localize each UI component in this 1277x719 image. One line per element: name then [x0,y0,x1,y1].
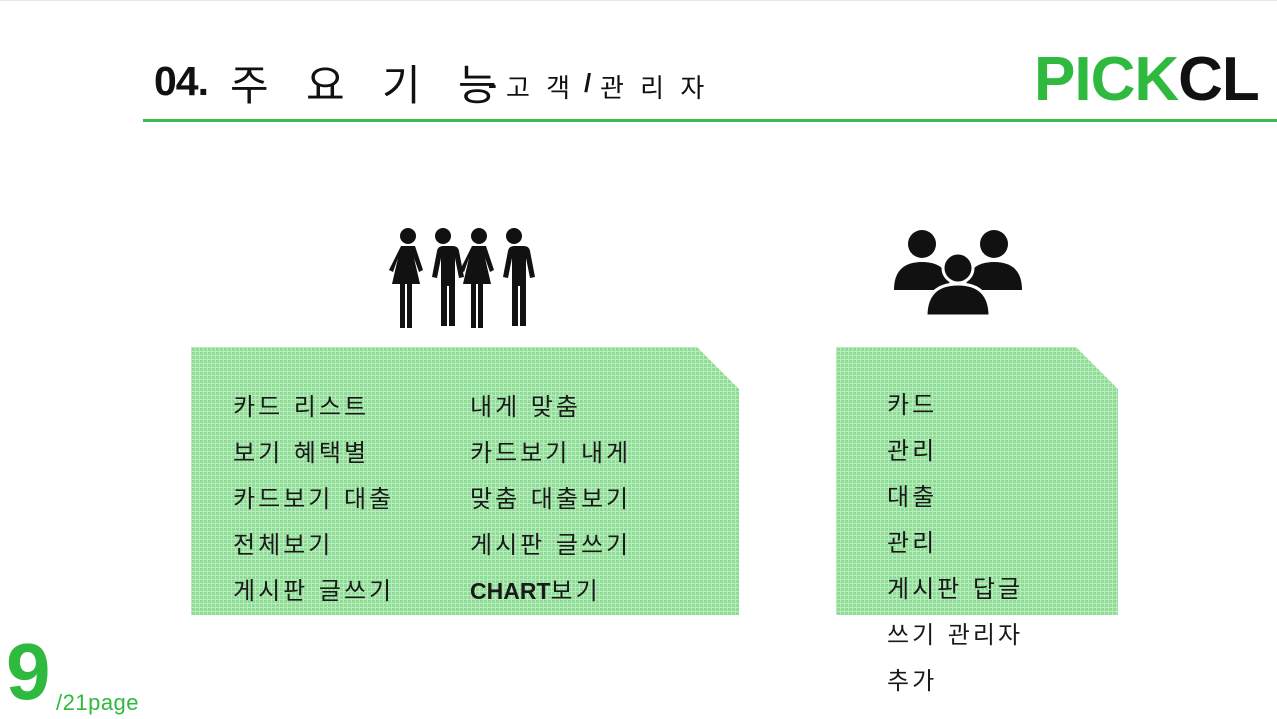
feature-item: 게시판 글쓰기 [470,531,632,559]
admin-item: 게시판 답글 [887,575,1024,603]
people-icon [389,228,535,328]
page-total: /21page [56,690,140,715]
admin-item: 추가 [887,667,938,695]
chart-bold-label: CHART [470,578,551,604]
admin-item: 관리 [887,529,938,557]
top-border [0,0,1277,1]
feature-item: 게시판 글쓰기 [233,577,395,605]
feature-item: 카드보기 대출 [233,485,395,513]
feature-item: 전체보기 [233,531,334,559]
admin-item: 쓰기 관리자 [887,621,1024,649]
feature-item: 카드보기 내게 [470,439,632,467]
feature-item: 카드 리스트 [233,393,370,421]
feature-item-chart: CHART보기 [470,568,631,614]
title-dash: - [488,69,497,99]
customer-features-left: 카드 리스트 보기 혜택별 카드보기 대출 전체보기 게시판 글쓰기 [233,384,394,614]
feature-item: 보기 혜택별 [233,439,370,467]
chart-suffix: 보기 [550,577,601,605]
brand-logo: PICKCL [1034,44,1260,115]
group-icon [894,230,1022,316]
customer-features-box [191,347,739,615]
customer-features-right: 내게 맞춤 카드보기 내게 맞춤 대출보기 게시판 글쓰기 CHART보기 [470,384,631,614]
subtitle-customer: 고 객 [506,74,575,104]
customer-box-shape [191,347,739,615]
feature-item: 맞춤 대출보기 [470,485,632,513]
admin-features: 카드 관리 대출 관리 게시판 답글 쓰기 관리자 추가 [887,382,1023,704]
subtitle-admin: 관 리 자 [600,74,709,104]
admin-item: 카드 [887,391,938,419]
admin-item: 대출 [887,483,938,511]
logo-green: PICK [1034,45,1179,114]
admin-item: 관리 [887,437,938,465]
title-underline [143,119,1277,122]
page-current: 9 [6,627,51,716]
admin-box-shape [836,347,1118,615]
feature-item: 내게 맞춤 [470,393,581,421]
page-indicator: 9 /21page [6,632,139,716]
title-slash: / [584,68,592,98]
admin-features-box [836,347,1118,615]
section-number: 04. [154,58,209,104]
section-title: 주 요 기 능 [230,61,509,110]
logo-dark: CL [1178,45,1260,114]
